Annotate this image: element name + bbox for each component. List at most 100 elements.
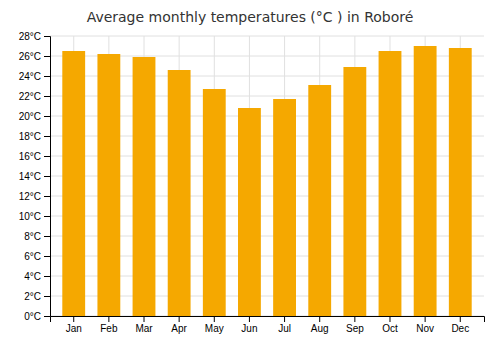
- y-axis: 0°C 2°C 4°C 6°C 8°C 10°C 12°C 14°C 16°C 18°C 20°C 2…: [19, 31, 51, 322]
- tick-label: Sep: [346, 323, 364, 334]
- tick-mark: [179, 316, 180, 322]
- tick-label: Mar: [135, 323, 153, 334]
- bar: [379, 51, 402, 316]
- tick-mark: [73, 316, 74, 322]
- tick-label: 2°C: [24, 291, 41, 302]
- tick-mark: [44, 116, 50, 117]
- tick-mark: [44, 176, 50, 177]
- tick-mark: [108, 316, 109, 322]
- tick: 0°C: [24, 311, 50, 322]
- tick-mark: [144, 316, 145, 322]
- bars: [62, 46, 471, 316]
- tick-label: 8°C: [24, 231, 41, 242]
- axis-line: [44, 37, 51, 317]
- tick: Aug: [311, 316, 329, 334]
- tick: 6°C: [24, 251, 50, 262]
- tick-label: 28°C: [19, 31, 41, 42]
- tick-mark: [44, 196, 50, 197]
- bar: [62, 51, 85, 316]
- tick: 2°C: [24, 291, 50, 302]
- tick-mark: [249, 316, 250, 322]
- bar: [343, 67, 366, 316]
- bar: [273, 99, 296, 316]
- tick-mark: [389, 316, 390, 322]
- tick: May: [205, 316, 224, 334]
- tick: Sep: [346, 316, 364, 334]
- tick-label: Aug: [311, 323, 329, 334]
- tick: 28°C: [19, 31, 50, 42]
- tick: 20°C: [19, 111, 50, 122]
- tick: Jan: [66, 316, 82, 334]
- tick: 26°C: [19, 51, 50, 62]
- tick-mark: [284, 316, 285, 322]
- tick-label: 6°C: [24, 251, 41, 262]
- tick-mark: [44, 56, 50, 57]
- tick-label: 10°C: [19, 211, 41, 222]
- tick-mark: [44, 276, 50, 277]
- tick: Jul: [278, 316, 291, 334]
- axis-line: [51, 317, 485, 323]
- tick-mark: [44, 156, 50, 157]
- tick-label: Feb: [100, 323, 118, 334]
- tick: Apr: [171, 316, 187, 334]
- title: Average monthly temperatures (°C ) in Ro…: [87, 9, 414, 25]
- tick-label: 20°C: [19, 111, 41, 122]
- tick: Feb: [100, 316, 118, 334]
- grid-line: [50, 36, 484, 37]
- tick-mark: [44, 316, 50, 317]
- tick-mark: [460, 316, 461, 322]
- tick: 24°C: [19, 71, 50, 82]
- tick-label: 18°C: [19, 131, 41, 142]
- tick-label: Jul: [278, 323, 291, 334]
- tick-mark: [44, 36, 50, 37]
- tick-label: 24°C: [19, 71, 41, 82]
- grid: [50, 36, 484, 316]
- tick: Oct: [382, 316, 398, 334]
- tick-label: Jan: [66, 323, 82, 334]
- tick-label: Nov: [416, 323, 434, 334]
- tick-mark: [44, 256, 50, 257]
- tick-mark: [44, 216, 50, 217]
- tick: 4°C: [24, 271, 50, 282]
- tick: Dec: [451, 316, 469, 334]
- bar: [168, 70, 191, 316]
- tick-label: 0°C: [24, 311, 41, 322]
- bar: [238, 108, 261, 316]
- tick-mark: [44, 236, 50, 237]
- chart: Jan Feb Mar Apr May Jun Jul Aug Sep Oct Nov Dec 0°C 2…: [0, 0, 500, 350]
- tick-mark: [44, 96, 50, 97]
- tick: 16°C: [19, 151, 50, 162]
- bar: [414, 46, 437, 316]
- tick-label: 12°C: [19, 191, 41, 202]
- tick-label: Jun: [241, 323, 257, 334]
- plot: Jan Feb Mar Apr May Jun Jul Aug Sep Oct Nov Dec 0°C 2…: [19, 31, 485, 334]
- tick: 12°C: [19, 191, 50, 202]
- tick: Mar: [135, 316, 153, 334]
- bar: [203, 89, 226, 316]
- tick-mark: [354, 316, 355, 322]
- tick: 22°C: [19, 91, 50, 102]
- tick-label: 16°C: [19, 151, 41, 162]
- tick-label: 22°C: [19, 91, 41, 102]
- tick-mark: [44, 136, 50, 137]
- tick-label: Oct: [382, 323, 398, 334]
- tick-mark: [214, 316, 215, 322]
- tick-mark: [319, 316, 320, 322]
- tick: Jun: [241, 316, 257, 334]
- bar: [308, 85, 331, 316]
- tick: 10°C: [19, 211, 50, 222]
- tick: Nov: [416, 316, 434, 334]
- tick-label: 14°C: [19, 171, 41, 182]
- bar: [449, 48, 472, 316]
- tick: 18°C: [19, 131, 50, 142]
- tick: 14°C: [19, 171, 50, 182]
- tick-label: 26°C: [19, 51, 41, 62]
- bar: [97, 54, 120, 316]
- x-axis: Jan Feb Mar Apr May Jun Jul Aug Sep Oct Nov Dec: [51, 316, 485, 334]
- tick-label: 4°C: [24, 271, 41, 282]
- tick-mark: [44, 76, 50, 77]
- tick-label: May: [205, 323, 224, 334]
- tick-mark: [44, 296, 50, 297]
- tick: 8°C: [24, 231, 50, 242]
- bar: [133, 57, 156, 316]
